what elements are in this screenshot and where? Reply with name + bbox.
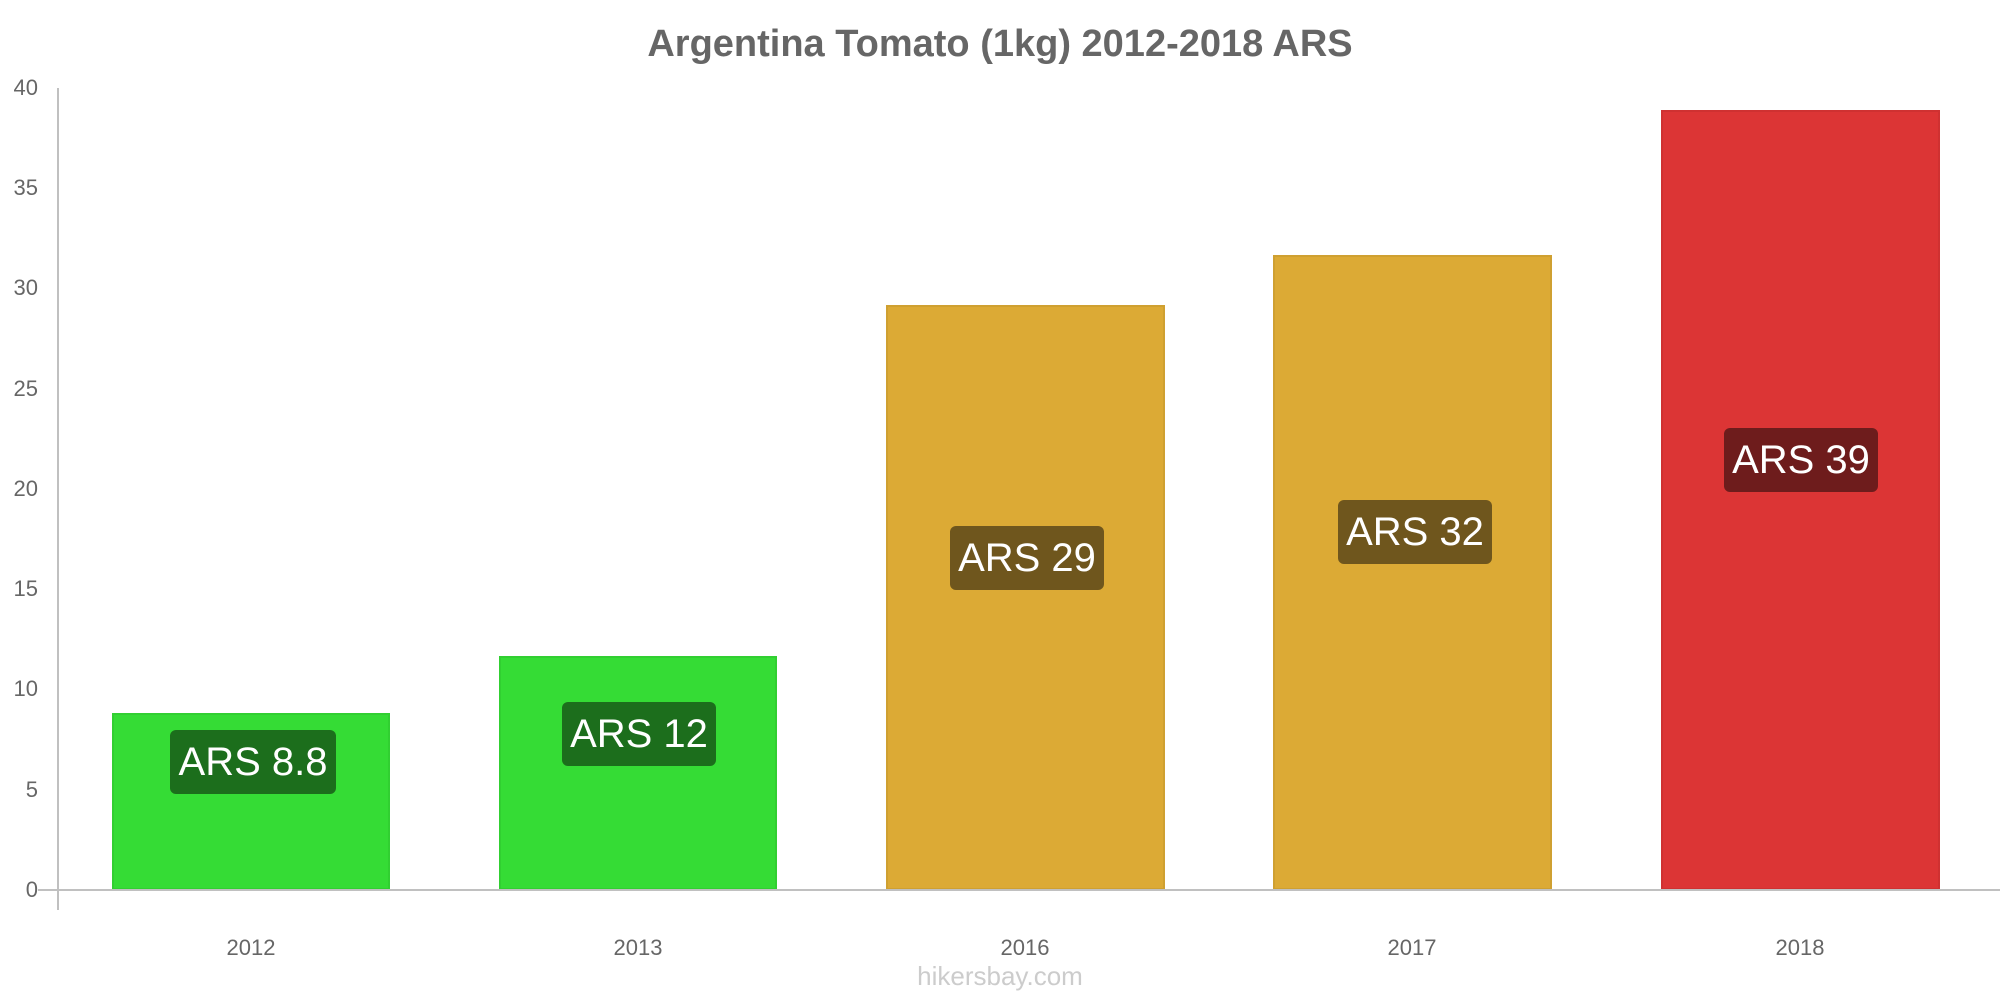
- bar-value-label: ARS 32: [1338, 500, 1492, 564]
- bar-2013[interactable]: [499, 656, 777, 890]
- x-tick-label: 2017: [1387, 935, 1437, 960]
- y-tick-label: 20: [13, 476, 38, 501]
- chart-title: Argentina Tomato (1kg) 2012-2018 ARS: [647, 23, 1353, 65]
- y-tick-label: 40: [13, 75, 38, 100]
- y-tick-label: 0: [25, 877, 38, 902]
- y-tick-label: 5: [25, 777, 38, 802]
- bar-2018[interactable]: [1661, 110, 1940, 890]
- bar-2016[interactable]: [886, 305, 1165, 890]
- x-axis-line: [38, 889, 2000, 891]
- y-tick-label: 10: [13, 676, 38, 701]
- y-tick-label: 15: [13, 576, 38, 601]
- bar-value-label: ARS 29: [950, 526, 1104, 590]
- x-tick-label: 2016: [1000, 935, 1050, 960]
- x-tick-label: 2012: [226, 935, 276, 960]
- x-tick-label: 2013: [613, 935, 663, 960]
- y-tick-label: 25: [13, 376, 38, 401]
- x-tick-label: 2018: [1775, 935, 1825, 960]
- y-tick-label: 30: [13, 275, 38, 300]
- bar-2017[interactable]: [1273, 255, 1552, 890]
- bar-value-label: ARS 8.8: [170, 730, 336, 794]
- bar-2012[interactable]: [112, 713, 390, 890]
- bar-value-label: ARS 12: [562, 702, 716, 766]
- y-axis-line: [57, 88, 59, 910]
- bar-value-label: ARS 39: [1724, 428, 1878, 492]
- source-watermark: hikersbay.com: [917, 961, 1083, 991]
- y-tick-label: 35: [13, 175, 38, 200]
